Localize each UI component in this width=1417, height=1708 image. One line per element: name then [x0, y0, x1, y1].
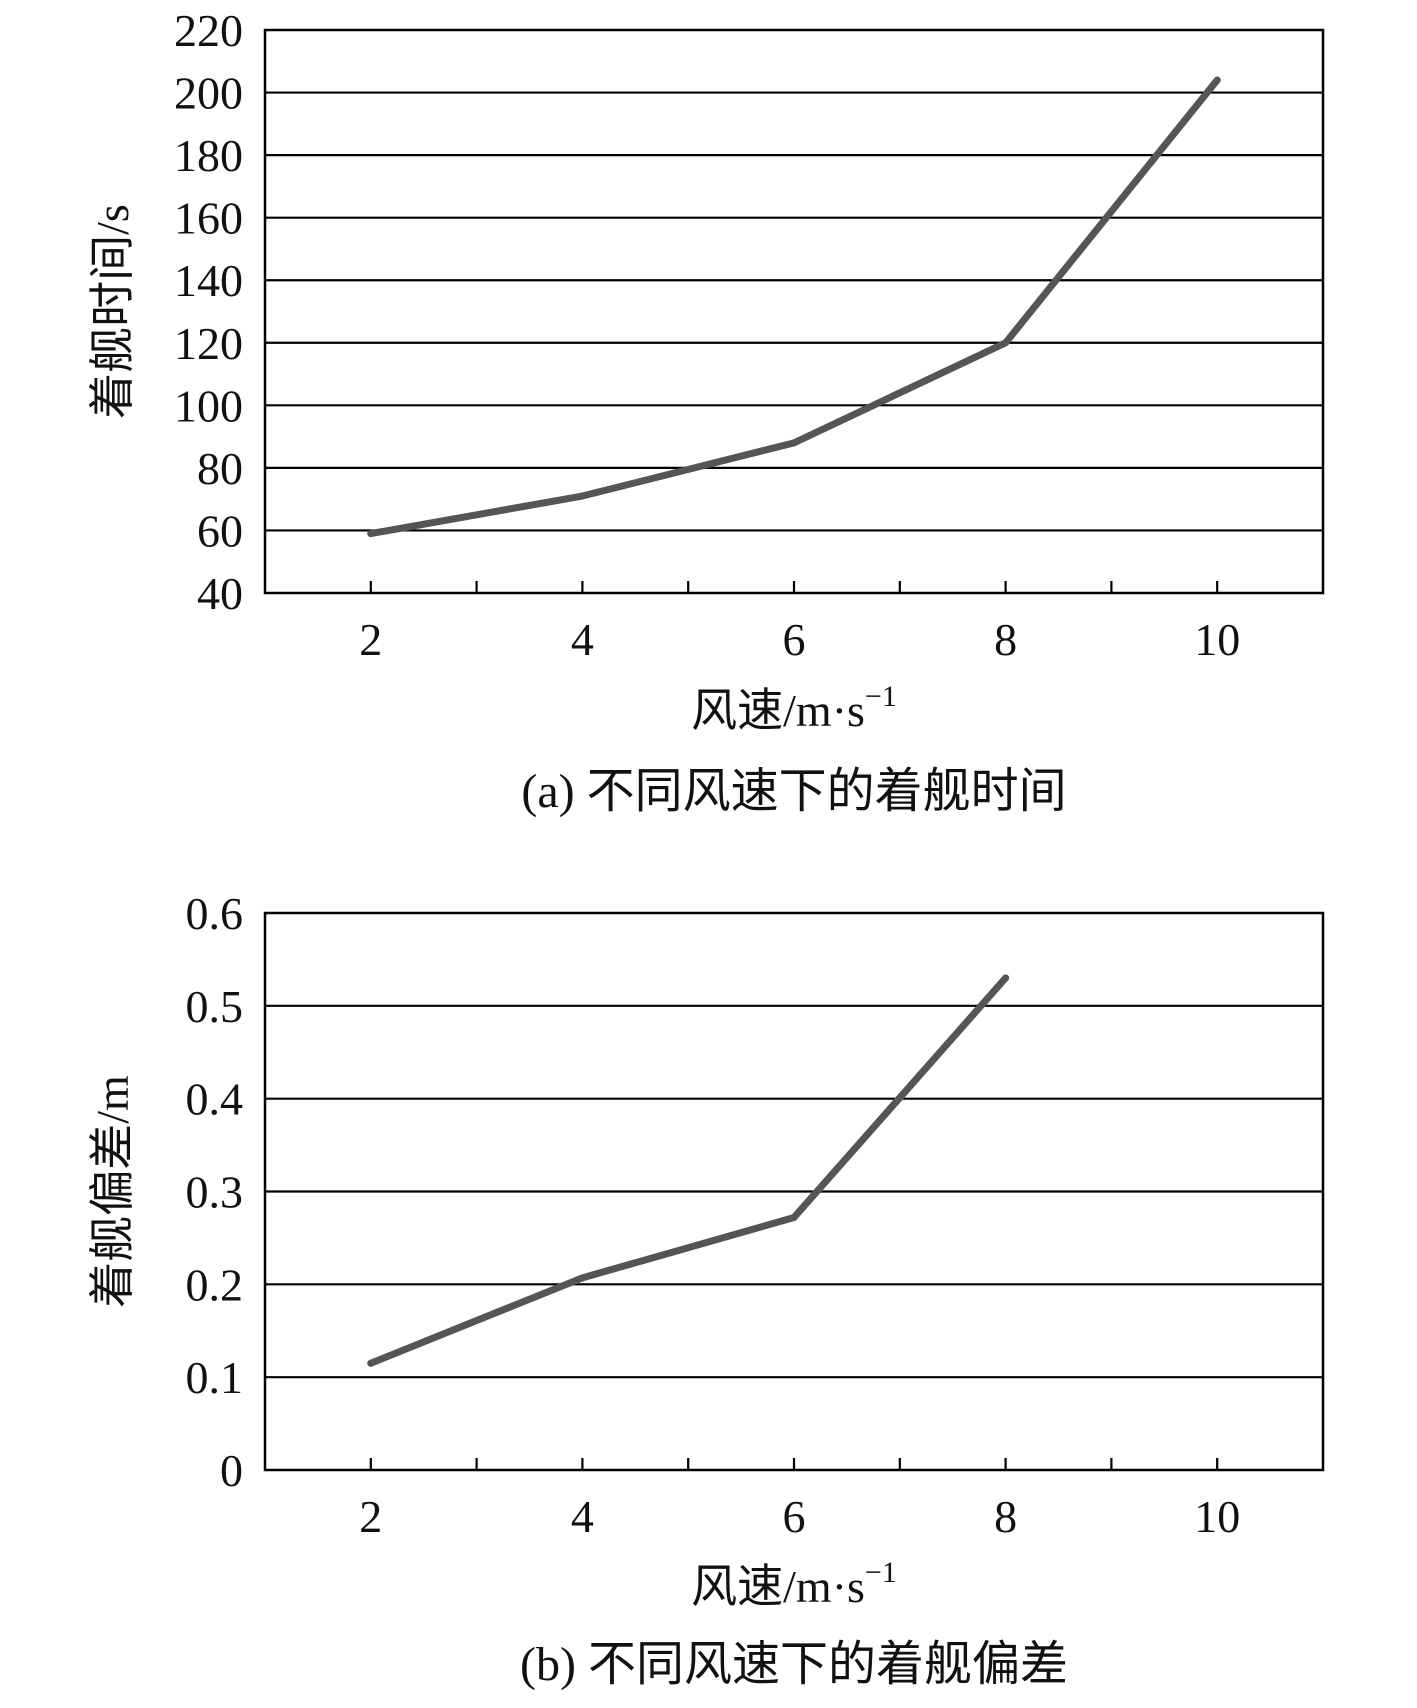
y-tick-label: 120: [174, 318, 243, 369]
chart-a-landing-time: 40 60 80 100 120 140 160 180 200 220 2 4 6 8 10 着舰时间/s 风…: [87, 5, 1325, 818]
series-line: [367, 76, 1221, 538]
data-point: [1213, 76, 1221, 84]
y-tick-label: 0.2: [186, 1259, 244, 1310]
x-tick-label: 6: [783, 1491, 806, 1542]
x-tick-label: 10: [1194, 614, 1240, 665]
plot-frame: [263, 28, 1325, 595]
series-line: [367, 974, 1010, 1367]
x-tick-label: 4: [571, 1491, 594, 1542]
x-tick-label: 4: [571, 614, 594, 665]
data-point: [367, 1359, 375, 1367]
figure-caption: (b) 不同风速下的着舰偏差: [520, 1638, 1068, 1691]
data-point: [790, 1213, 798, 1221]
data-point: [578, 1274, 586, 1282]
figure-caption: (a) 不同风速下的着舰时间: [521, 765, 1066, 818]
y-tick-label: 0.4: [186, 1074, 244, 1125]
y-tick-label: 0.1: [186, 1352, 244, 1403]
x-tick-label: 6: [783, 614, 806, 665]
y-tick-label: 180: [174, 130, 243, 181]
data-point: [367, 530, 375, 538]
data-point: [1002, 339, 1010, 347]
x-tick-label: 8: [994, 1491, 1017, 1542]
y-tick-label: 220: [174, 5, 243, 56]
x-tick-label: 2: [359, 614, 382, 665]
y-tick-label: 0.5: [186, 981, 244, 1032]
y-tick-label: 100: [174, 380, 243, 431]
y-tick-label: 0.6: [186, 888, 244, 939]
y-tick-label: 0.3: [186, 1167, 244, 1218]
data-point: [1002, 974, 1010, 982]
data-point: [578, 492, 586, 500]
chart-b-landing-deviation: 0 0.1 0.2 0.3 0.4 0.5 0.6 2 4 6 8 10 着舰偏差/m 风速/m·s−1 (…: [87, 888, 1325, 1691]
data-point: [790, 439, 798, 447]
x-tick-label: 2: [359, 1491, 382, 1542]
x-tick-label: 8: [994, 614, 1017, 665]
y-tick-label: 40: [197, 568, 243, 619]
y-axis-label: 着舰偏差/m: [87, 1075, 138, 1308]
x-axis-label: 风速/m·s−1: [691, 1556, 897, 1612]
y-tick-label: 80: [197, 443, 243, 494]
y-tick-label: 160: [174, 193, 243, 244]
y-tick-label: 140: [174, 255, 243, 306]
y-tick-label: 0: [220, 1445, 243, 1496]
x-axis-label: 风速/m·s−1: [691, 680, 897, 736]
x-tick-label: 10: [1194, 1491, 1240, 1542]
y-tick-label: 60: [197, 505, 243, 556]
y-axis-label: 着舰时间/s: [87, 204, 138, 419]
y-tick-label: 200: [174, 68, 243, 119]
